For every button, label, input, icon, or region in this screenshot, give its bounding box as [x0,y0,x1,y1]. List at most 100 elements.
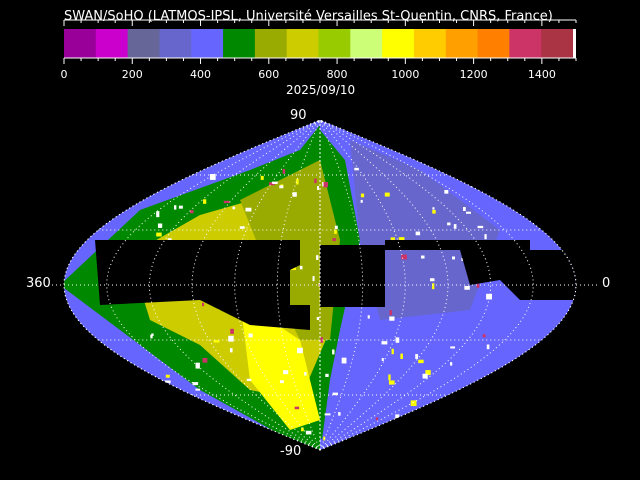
speckle [230,328,234,334]
speckle [486,344,490,350]
speckle [401,254,407,260]
colorbar-swatch [95,29,129,58]
grid-meridian [319,119,534,451]
colorbar-tick-label: 400 [190,68,211,81]
speckle [248,333,253,338]
speckle [173,205,177,210]
speckle [453,224,457,229]
speckle [325,373,329,377]
speckle [190,411,196,416]
speckle [464,285,470,290]
speckle [282,391,288,396]
speckle [209,174,216,180]
label-top: 90 [290,108,307,123]
speckle [405,413,411,418]
speckle [463,206,466,212]
label-left: 360 [26,276,51,291]
speckle [299,265,303,270]
speckle [156,232,162,237]
colorbar-tick-label: 200 [122,68,143,81]
colorbar: 0 200 400 600 800 1000 1200 1400 [61,19,577,81]
label-right: 0 [602,276,611,291]
speckle [203,199,207,204]
speckle [294,406,300,410]
speckle [367,315,370,319]
speckle [334,229,337,234]
speckle [486,293,493,300]
speckle [282,168,286,174]
speckle [283,370,289,375]
speckle [432,283,435,290]
speckle [245,207,252,212]
speckle [395,414,400,420]
speckle [360,193,365,198]
speckle [189,210,194,214]
speckle [450,362,453,366]
speckle [195,388,201,391]
speckle [296,178,299,185]
speckle [305,430,312,435]
speckle [470,185,475,188]
colorbar-tick-label: 800 [327,68,348,81]
speckle [324,413,331,416]
colorbar-tick-label: 600 [258,68,279,81]
speckle [164,380,171,383]
speckle [317,186,320,191]
speckle [297,347,303,354]
speckle [151,395,157,402]
speckle [239,226,245,229]
speckle [334,225,338,230]
speckle [269,182,275,186]
speckle [301,427,304,432]
speckle [246,378,252,382]
speckle [351,437,356,444]
speckle [338,412,341,416]
speckle [228,335,234,342]
speckle [165,374,170,378]
speckle [175,161,180,167]
colorbar-swatch [445,29,479,58]
speckle [190,396,196,402]
speckle [476,283,480,288]
colorbar-swatch [127,29,160,58]
speckle [451,173,456,177]
grid-meridian [276,119,321,451]
speckle [213,340,220,343]
date-label: 2025/09/10 [286,83,356,97]
speckle [467,398,474,404]
speckle [432,207,435,210]
speckle [316,317,320,320]
speckle [471,384,476,388]
colorbar-swatch [477,29,510,58]
speckle [475,161,479,167]
speckle [195,163,201,170]
speckle [341,357,347,364]
speckle [202,302,205,307]
speckle [410,400,417,407]
speckle [227,424,231,429]
speckle [332,238,336,242]
speckle [223,200,230,204]
speckle [332,392,338,396]
colorbar-swatch [223,29,256,58]
colorbar-swatch [254,29,288,58]
speckle [375,417,379,421]
speckle [422,373,428,379]
speckle [320,337,324,343]
speckle [381,341,388,345]
colorbar-tick-label: 1000 [391,68,419,81]
speckle [323,181,328,188]
speckle [150,334,153,339]
speckle [249,426,255,429]
speckle [466,169,473,176]
speckle [279,185,284,189]
speckle [314,178,317,184]
map-outline [63,119,577,451]
speckle [389,316,395,321]
speckle [429,278,435,282]
speckle [425,370,431,376]
colorbar-swatch [159,29,192,58]
speckle [232,206,236,210]
colorbar-swatch [191,29,224,58]
